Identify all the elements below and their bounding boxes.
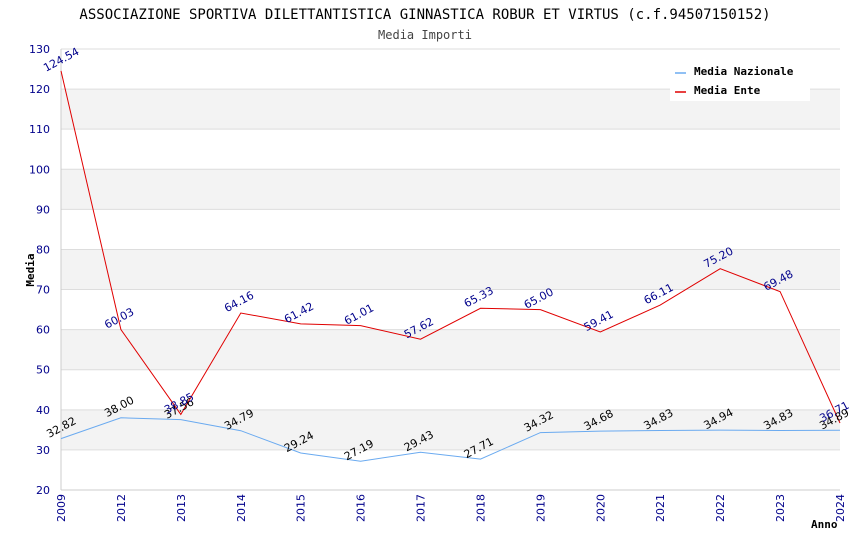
y-tick-label: 130: [29, 43, 50, 56]
y-axis-label: Media: [24, 253, 37, 286]
x-tick-label: 2023: [774, 494, 787, 522]
series-line-ente: [60, 70, 841, 424]
x-axis-label: Anno: [811, 518, 838, 531]
x-tick-label: 2017: [415, 494, 428, 522]
x-tick-label: 2020: [594, 494, 607, 522]
axes: [60, 49, 840, 491]
chart-title: ASSOCIAZIONE SPORTIVA DILETTANTISTICA GI…: [79, 7, 770, 23]
x-tick-label: 2015: [295, 494, 308, 522]
legend-box: [670, 58, 810, 101]
y-tick-label: 80: [36, 243, 50, 256]
x-tick-label: 2024: [834, 494, 847, 522]
series-lines: [60, 70, 841, 462]
data-label-ente: 64.16: [222, 289, 256, 315]
grid-band: [61, 329, 840, 370]
chart-subtitle: Media Importi: [378, 28, 472, 42]
y-tick-labels: 20 30 40 50 60 70 80 90 100 110 120 130: [29, 43, 50, 497]
data-label-ente: 61.01: [342, 301, 376, 327]
legend-label-ente: Media Ente: [694, 84, 761, 97]
series-line-nazionale: [60, 417, 841, 462]
grid-lines: [61, 48, 840, 491]
x-tick-label: 2016: [355, 494, 368, 522]
x-tick-label: 2021: [654, 494, 667, 522]
y-tick-label: 40: [36, 404, 50, 417]
legend: Media Nazionale Media Ente: [670, 58, 810, 101]
x-tick-labels: 2009 2012 2013 2014 2015 2016 2017 2018 2019 2020…: [55, 494, 847, 522]
y-tick-label: 20: [36, 484, 50, 497]
y-tick-label: 60: [36, 324, 50, 337]
legend-label-nazionale: Media Nazionale: [694, 65, 794, 78]
x-tick-label: 2022: [714, 494, 727, 522]
data-label-ente: 60.03: [102, 305, 136, 331]
x-tick-label: 2019: [534, 494, 547, 522]
grid-band: [61, 169, 840, 210]
y-tick-label: 30: [36, 444, 50, 457]
x-tick-label: 2012: [115, 494, 128, 522]
x-tick-label: 2014: [235, 494, 248, 522]
grid-band: [61, 249, 840, 290]
grid-bands: [61, 89, 840, 450]
y-tick-label: 50: [36, 364, 50, 377]
data-label-ente: 61.42: [282, 300, 316, 326]
y-tick-label: 70: [36, 284, 50, 297]
x-tick-label: 2013: [175, 494, 188, 522]
y-tick-label: 110: [29, 123, 50, 136]
x-tick-label: 2009: [55, 494, 68, 522]
y-tick-label: 90: [36, 203, 50, 216]
y-tick-label: 120: [29, 83, 50, 96]
x-tick-label: 2018: [474, 494, 487, 522]
y-tick-label: 100: [29, 163, 50, 176]
